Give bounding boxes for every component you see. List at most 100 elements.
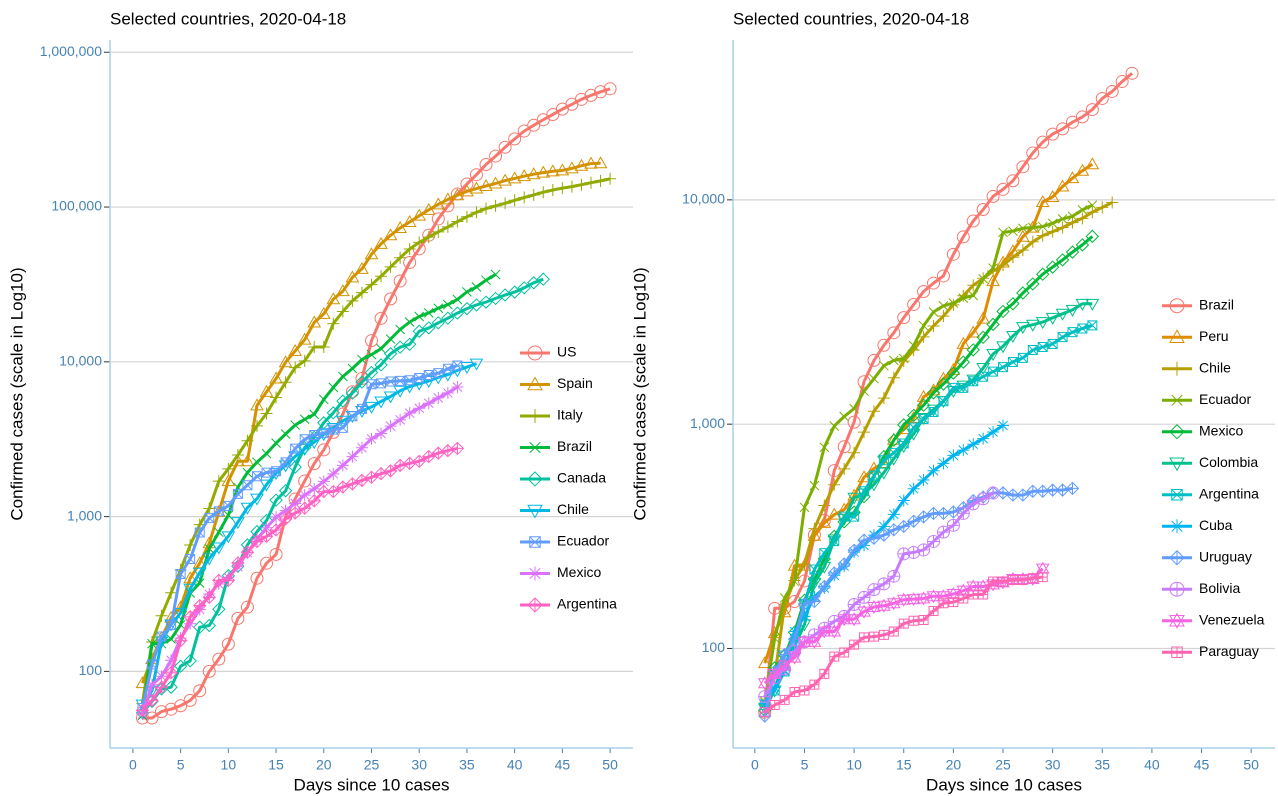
data-point [1036, 229, 1049, 242]
x-tick-label: 35 [459, 757, 475, 773]
x-tick-label: 5 [177, 757, 185, 773]
data-point [242, 480, 253, 491]
data-point [165, 654, 178, 667]
data-point [1085, 157, 1100, 170]
data-point [859, 486, 870, 497]
x-tick-label: 25 [995, 757, 1011, 773]
data-point [202, 664, 216, 678]
data-point [192, 567, 207, 580]
data-point [819, 668, 830, 679]
y-axis-title: Confirmed cases (scale in Log10) [7, 267, 26, 520]
data-point [260, 407, 273, 420]
data-point [299, 414, 310, 425]
data-point [355, 372, 369, 386]
data-point [212, 602, 226, 616]
data-point [817, 579, 832, 594]
data-point [288, 343, 303, 356]
data-point [1046, 127, 1060, 141]
data-point [1016, 286, 1030, 300]
data-point [317, 443, 331, 457]
data-point [460, 301, 474, 316]
data-point [936, 506, 951, 521]
data-point [232, 488, 243, 499]
data-point [460, 184, 474, 197]
data-point [269, 523, 283, 537]
series-line [142, 87, 611, 720]
data-point [1075, 238, 1090, 252]
data-point [507, 285, 522, 299]
data-point [888, 447, 899, 458]
data-point [194, 527, 205, 538]
x-tick-label: 30 [411, 757, 427, 773]
data-point [758, 690, 772, 704]
data-point [240, 545, 255, 559]
data-point [364, 470, 379, 484]
data-point [797, 558, 812, 571]
data-point [1006, 174, 1020, 188]
data-point [288, 506, 302, 520]
data-point [827, 464, 841, 478]
legend-marker [527, 504, 543, 519]
data-point [1057, 214, 1068, 224]
legend-label: Brazil [1199, 296, 1234, 312]
data-point [1037, 572, 1048, 583]
data-point [183, 610, 197, 624]
data-point [769, 633, 780, 644]
data-point [393, 274, 407, 288]
data-point [1016, 160, 1030, 174]
data-point [223, 510, 234, 521]
data-point [479, 295, 493, 309]
data-point [250, 493, 264, 506]
data-point [221, 474, 236, 487]
data-point [886, 596, 901, 611]
data-point [858, 426, 871, 439]
data-point [887, 508, 900, 521]
x-tick-label: 15 [896, 757, 912, 773]
data-point [877, 392, 890, 405]
legend-label: Uruguay [1199, 548, 1252, 564]
data-point [450, 188, 465, 201]
data-point [1055, 308, 1070, 321]
data-point [1017, 352, 1028, 363]
data-point [385, 376, 396, 387]
data-point [887, 326, 901, 340]
data-point [164, 702, 178, 716]
data-point [383, 391, 398, 404]
series-line [763, 72, 1134, 713]
data-point [809, 679, 820, 690]
data-point [788, 625, 801, 638]
data-point [868, 470, 879, 481]
data-point [1047, 339, 1058, 350]
data-point [976, 492, 990, 506]
data-point [309, 409, 320, 420]
data-point [328, 424, 339, 435]
data-point [857, 470, 871, 483]
data-point [947, 449, 960, 462]
data-point [898, 438, 909, 449]
data-point [1096, 201, 1109, 214]
data-point [508, 194, 521, 207]
data-point [422, 449, 436, 464]
data-point [1055, 179, 1070, 192]
data-point [956, 336, 971, 349]
data-point [807, 634, 822, 649]
data-point [867, 405, 880, 418]
data-point [355, 261, 369, 274]
data-point [998, 227, 1008, 238]
data-point [204, 512, 215, 523]
data-point [868, 631, 879, 642]
data-point [1036, 484, 1050, 499]
data-point [847, 543, 861, 557]
data-point [837, 612, 852, 627]
data-point [271, 438, 281, 448]
data-point [432, 225, 445, 238]
data-point [956, 230, 970, 244]
data-point [1065, 115, 1079, 129]
data-point [135, 703, 150, 718]
data-point [326, 484, 341, 499]
data-point [966, 343, 980, 357]
data-point [507, 171, 522, 184]
data-point [384, 292, 398, 306]
data-point [338, 371, 348, 382]
data-point [298, 354, 311, 367]
